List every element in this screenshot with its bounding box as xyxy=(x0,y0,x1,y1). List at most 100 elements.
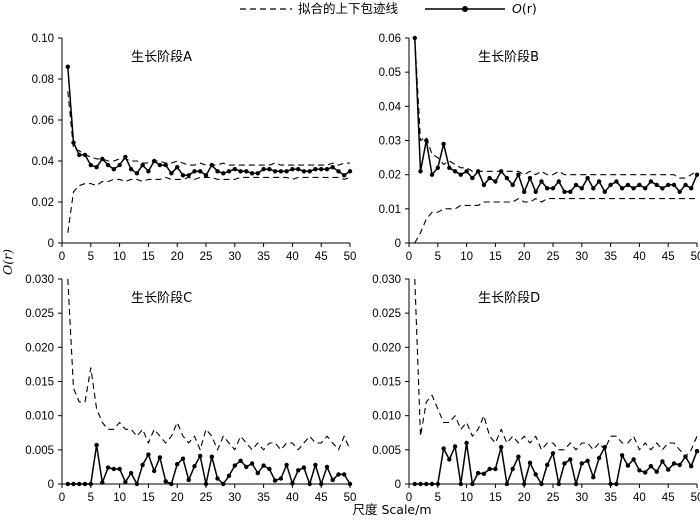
observed-point xyxy=(232,167,237,172)
observed-point xyxy=(94,442,99,448)
observed-point xyxy=(671,461,677,466)
observed-point xyxy=(619,453,625,458)
observed-point xyxy=(568,189,573,194)
observed-point xyxy=(226,169,232,174)
x-tick-label: 20 xyxy=(171,251,184,263)
y-tick-label: 0.06 xyxy=(32,115,54,127)
observed-point xyxy=(140,162,145,168)
observed-point xyxy=(209,454,214,459)
observed-line-d xyxy=(414,442,698,485)
observed-point xyxy=(510,182,515,188)
observed-point xyxy=(77,152,82,158)
observed-point xyxy=(249,171,255,176)
observed-point xyxy=(330,165,335,170)
observed-point xyxy=(324,464,330,470)
observed-point xyxy=(330,477,335,483)
observed-point xyxy=(579,461,584,466)
observed-point xyxy=(487,175,492,181)
y-tick-label: 0.025 xyxy=(372,308,401,320)
y-tick-label: 0.015 xyxy=(25,377,54,389)
y-tick-label: 0.01 xyxy=(379,204,401,216)
lower-envelope-line-b xyxy=(414,198,697,244)
observed-point xyxy=(267,167,272,172)
x-tick-label: 5 xyxy=(435,492,441,504)
observed-point xyxy=(324,167,330,172)
x-tick-label: 5 xyxy=(88,492,94,504)
observed-point xyxy=(516,172,521,177)
x-tick-label: 45 xyxy=(662,251,675,263)
observed-point xyxy=(573,182,579,188)
x-tick-label: 0 xyxy=(406,251,412,263)
observed-point xyxy=(579,186,584,191)
observed-point xyxy=(435,165,440,170)
x-tick-label: 30 xyxy=(575,251,588,263)
observed-point xyxy=(648,464,654,469)
panel-title-a: 生长阶段A xyxy=(131,50,192,65)
observed-point xyxy=(631,457,636,462)
y-tick-label: 0.030 xyxy=(25,274,54,286)
observed-point xyxy=(666,182,671,188)
observed-point xyxy=(336,472,341,477)
observed-point xyxy=(550,451,556,456)
observed-point xyxy=(539,179,544,184)
panel-c: 0 0.005 0.010 0.015 0.020 0.025 0.030 0 5 10 15 20 2… xyxy=(25,274,356,504)
observed-point xyxy=(123,479,128,485)
observed-point xyxy=(452,444,458,449)
y-tick-label: 0.020 xyxy=(25,342,54,354)
observed-point xyxy=(562,461,567,466)
observed-point xyxy=(596,455,602,461)
x-tick-label: 50 xyxy=(344,492,357,504)
y-tick-label: 0.02 xyxy=(379,170,401,182)
observed-point xyxy=(272,169,278,174)
observed-point xyxy=(180,456,186,461)
panel-title-b: 生长阶段B xyxy=(478,50,539,65)
y-tick-label: 0.010 xyxy=(25,411,54,423)
observed-point xyxy=(689,464,694,469)
x-tick-label: 25 xyxy=(547,492,560,504)
observed-point xyxy=(694,449,700,454)
observed-point xyxy=(470,175,475,181)
observed-point xyxy=(249,461,255,466)
observed-point xyxy=(625,463,631,468)
y-tick-label: 0.020 xyxy=(372,342,401,354)
observed-point xyxy=(140,462,145,468)
observed-point xyxy=(198,453,203,459)
x-tick-label: 15 xyxy=(489,251,502,263)
observed-point xyxy=(301,465,307,470)
observed-point xyxy=(117,466,122,472)
observed-point xyxy=(643,186,648,191)
x-tick-label: 40 xyxy=(633,251,646,263)
y-tick-label: 0.04 xyxy=(32,156,55,168)
observed-point xyxy=(221,171,226,176)
observed-point xyxy=(296,167,301,172)
observed-point xyxy=(128,470,134,476)
observed-point xyxy=(169,171,174,176)
observed-point xyxy=(215,169,220,174)
x-tick-label: 20 xyxy=(171,492,184,504)
observed-point xyxy=(591,475,596,480)
lower-envelope-line-a xyxy=(67,176,351,233)
observed-point xyxy=(522,189,527,194)
observed-point xyxy=(481,471,487,476)
observed-point xyxy=(278,476,284,481)
observed-point xyxy=(527,460,533,465)
observed-point xyxy=(272,478,278,483)
observed-point xyxy=(244,464,249,470)
observed-point xyxy=(481,182,487,188)
observed-point xyxy=(105,465,111,470)
observed-point xyxy=(232,463,237,468)
observed-line-b xyxy=(414,37,698,193)
observed-point xyxy=(470,481,475,487)
x-tick-label: 20 xyxy=(518,251,531,263)
x-tick-label: 30 xyxy=(228,492,241,504)
legend-observed-marker xyxy=(462,6,468,12)
observed-point xyxy=(677,189,682,194)
x-tick-label: 5 xyxy=(88,251,94,263)
observed-point xyxy=(654,469,659,474)
observed-point xyxy=(111,466,117,472)
observed-point xyxy=(111,167,117,172)
observed-point xyxy=(631,186,636,191)
x-tick-label: 15 xyxy=(142,492,155,504)
observed-point xyxy=(65,64,71,69)
observed-point xyxy=(307,169,312,174)
